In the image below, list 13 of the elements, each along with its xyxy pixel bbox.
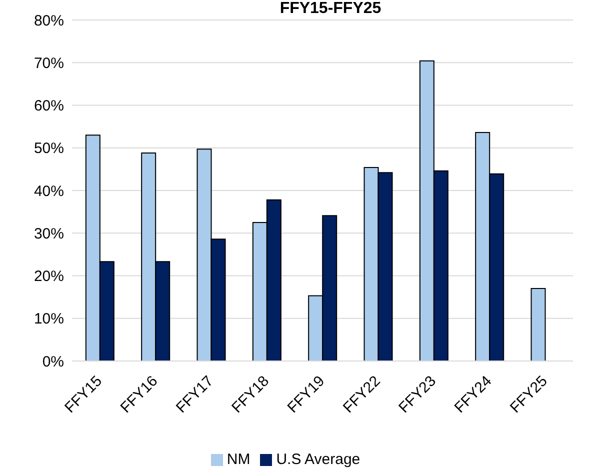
bar xyxy=(530,288,546,361)
y-tick-label: 0% xyxy=(42,353,64,370)
y-tick-label: 30% xyxy=(34,225,64,242)
y-tick-label: 40% xyxy=(34,182,64,200)
legend-label: U.S Average xyxy=(276,451,360,468)
y-tick-label: 10% xyxy=(34,310,64,328)
legend-label: NM xyxy=(226,451,250,468)
y-tick-label: 60% xyxy=(34,98,64,115)
y-tick-label: 20% xyxy=(34,268,64,286)
y-tick-label: 70% xyxy=(34,54,64,72)
chart-title: FFY15-FFY25 xyxy=(278,0,382,18)
y-tick-label: 50% xyxy=(34,140,64,158)
y-tick-label: 80% xyxy=(34,12,64,30)
